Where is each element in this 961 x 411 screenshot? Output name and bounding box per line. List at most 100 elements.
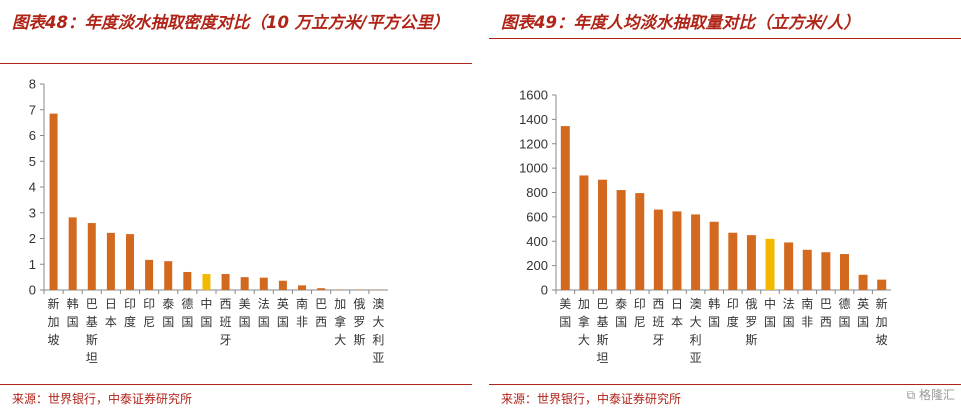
x-category-label: 澳大利亚 (690, 297, 702, 365)
x-category-label: 南非 (801, 296, 813, 329)
bar (635, 193, 645, 290)
bar-chart-per-capita-withdrawal: 0 200 400 600 800 1000 1200 1400 1600 美国加拿大巴基斯坦泰国… (519, 88, 891, 365)
source-rule (489, 384, 961, 385)
bar (877, 279, 887, 290)
x-category-label: 韩国 (67, 296, 79, 329)
watermark-text: 格隆汇 (918, 388, 955, 402)
bar (355, 289, 364, 290)
x-category-label: 加拿大 (578, 297, 590, 347)
x-category-label: 新加坡 (876, 296, 888, 347)
bar (579, 175, 589, 290)
bar (278, 280, 287, 290)
y-tick-label: 1600 (519, 88, 548, 103)
x-category-label: 英国 (857, 297, 869, 329)
x-category-label: 英国 (277, 297, 289, 329)
x-category-label: 印度 (124, 297, 136, 329)
x-category-label: 中国 (200, 296, 212, 329)
x-category-label: 巴西 (820, 297, 832, 329)
y-tick-label: 5 (29, 154, 36, 169)
bar (126, 234, 134, 290)
x-category-label: 法国 (783, 297, 795, 329)
bar (49, 113, 58, 290)
bar (616, 190, 626, 290)
source-note: 来源：世界银行，中泰证券研究所 (12, 392, 193, 406)
chart-title: 图表48：年度淡水抽取密度对比（10 万立方米/平方公里） (12, 13, 450, 32)
y-tick-label: 0 (29, 283, 36, 298)
bar (784, 242, 794, 290)
x-category-label: 加拿大 (334, 297, 346, 347)
x-category-label: 巴基斯坦 (597, 297, 609, 365)
y-tick-label: 1 (29, 257, 36, 272)
bar (298, 285, 306, 290)
y-tick-label: 8 (29, 77, 36, 92)
bar (802, 249, 812, 290)
bar (106, 232, 115, 290)
bar (240, 277, 249, 290)
x-category-label: 俄罗斯 (745, 297, 757, 347)
x-category-label: 巴基斯坦 (86, 297, 98, 365)
x-category-label: 日本 (671, 297, 683, 329)
chart-panel-right: 图表49：年度人均淡水抽取量对比（立方米/人） 0 200 400 600 800 100… (489, 0, 961, 411)
y-tick-label: 3 (29, 205, 36, 220)
bar (68, 217, 77, 290)
y-tick-label: 200 (526, 258, 548, 273)
chart-title: 图表49：年度人均淡水抽取量对比（立方米/人） (501, 13, 860, 32)
bar (145, 259, 154, 290)
x-category-label: 德国 (838, 296, 850, 329)
y-tick-label: 1200 (519, 136, 548, 151)
chart-panel-left: 图表48：年度淡水抽取密度对比（10 万立方米/平方公里） 0 1 2 3 4 5 6 7 8 新… (0, 0, 472, 411)
bar (560, 126, 570, 290)
bar (164, 261, 173, 290)
x-category-label: 印尼 (634, 297, 646, 329)
source-note: 来源：世界银行，中泰证券研究所 (501, 392, 682, 406)
bar (672, 211, 682, 290)
y-tick-label: 4 (29, 180, 36, 195)
bar (858, 274, 868, 290)
y-tick-label: 1000 (519, 161, 548, 176)
x-category-label: 法国 (258, 297, 270, 329)
bar (728, 232, 738, 290)
bar (202, 274, 211, 290)
bar (336, 289, 345, 290)
title-rule (0, 63, 472, 64)
x-category-label: 中国 (764, 296, 776, 329)
x-category-label: 美国 (559, 297, 571, 329)
y-tick-label: 1400 (519, 112, 548, 127)
x-category-label: 印尼 (143, 297, 155, 329)
x-category-label: 新加坡 (48, 296, 60, 347)
bar (746, 235, 756, 290)
watermark-logo: ⧉ 格隆汇 (906, 388, 955, 402)
x-category-label: 俄罗斯 (353, 297, 365, 347)
bar (317, 288, 326, 290)
x-category-label: 巴西 (315, 297, 327, 329)
bar (183, 271, 192, 290)
bar (691, 214, 701, 290)
y-tick-label: 0 (541, 283, 548, 298)
x-category-label: 泰国 (615, 297, 627, 329)
bar-chart-freshwater-density: 0 1 2 3 4 5 6 7 8 新加坡韩国巴基斯坦日本印度印尼泰国德国中国西班牙美国法国英国南… (29, 77, 388, 365)
y-tick-label: 6 (29, 128, 36, 143)
x-category-label: 西班牙 (220, 297, 232, 347)
bar (87, 223, 96, 290)
y-tick-label: 800 (526, 185, 548, 200)
y-tick-label: 400 (526, 234, 548, 249)
x-category-label: 德国 (181, 296, 193, 329)
x-category-label: 西班牙 (652, 297, 664, 347)
bar (821, 252, 831, 290)
bar (653, 209, 663, 290)
bar (839, 254, 849, 290)
y-tick-label: 7 (29, 102, 36, 117)
bar (598, 179, 608, 290)
x-category-label: 美国 (239, 297, 251, 329)
x-category-label: 日本 (105, 297, 117, 329)
source-rule (0, 384, 472, 385)
bar (259, 277, 268, 290)
x-category-label: 印度 (727, 297, 739, 329)
x-category-label: 澳大利亚 (372, 297, 384, 365)
bar (765, 238, 775, 290)
y-tick-label: 600 (526, 209, 548, 224)
x-category-label: 南非 (296, 296, 308, 329)
x-category-label: 韩国 (708, 296, 720, 329)
bar (221, 274, 230, 290)
y-tick-label: 2 (29, 231, 36, 246)
